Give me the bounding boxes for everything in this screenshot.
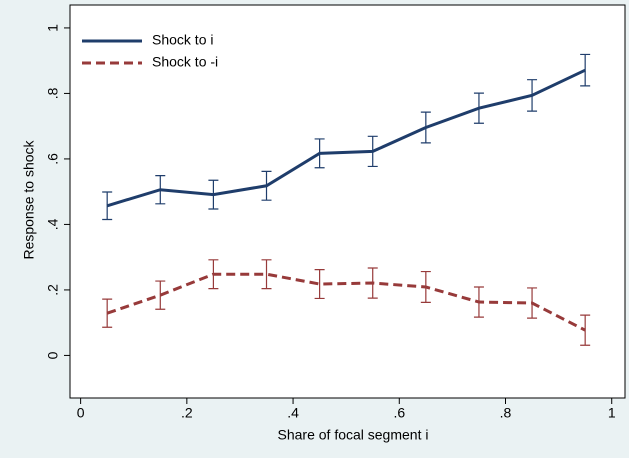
x-tick-label: .4 (287, 405, 299, 421)
y-tick-label: .6 (45, 153, 61, 165)
x-tick-label: .6 (393, 405, 405, 421)
y-tick-label: .8 (45, 87, 61, 99)
legend-box (72, 25, 247, 75)
legend-label: Shock to i (152, 32, 213, 48)
x-tick-label: 0 (77, 405, 85, 421)
error-bar (261, 259, 272, 290)
y-tick-label: 1 (45, 24, 61, 32)
error-bar (102, 191, 113, 221)
y-axis-label: Response to shock (21, 139, 37, 259)
x-axis-label: Share of focal segment i (278, 427, 429, 443)
y-tick-label: .2 (45, 284, 61, 296)
x-tick-label: .2 (181, 405, 193, 421)
x-tick-label: 1 (608, 405, 616, 421)
error-bar (314, 269, 325, 300)
x-tick-label: .8 (500, 405, 512, 421)
legend-label: Shock to -i (152, 54, 218, 70)
series-line (106, 68, 586, 208)
series-line (106, 272, 586, 332)
y-tick-label: .4 (45, 218, 61, 230)
y-tick-label: 0 (45, 351, 61, 359)
error-bar (102, 298, 113, 328)
